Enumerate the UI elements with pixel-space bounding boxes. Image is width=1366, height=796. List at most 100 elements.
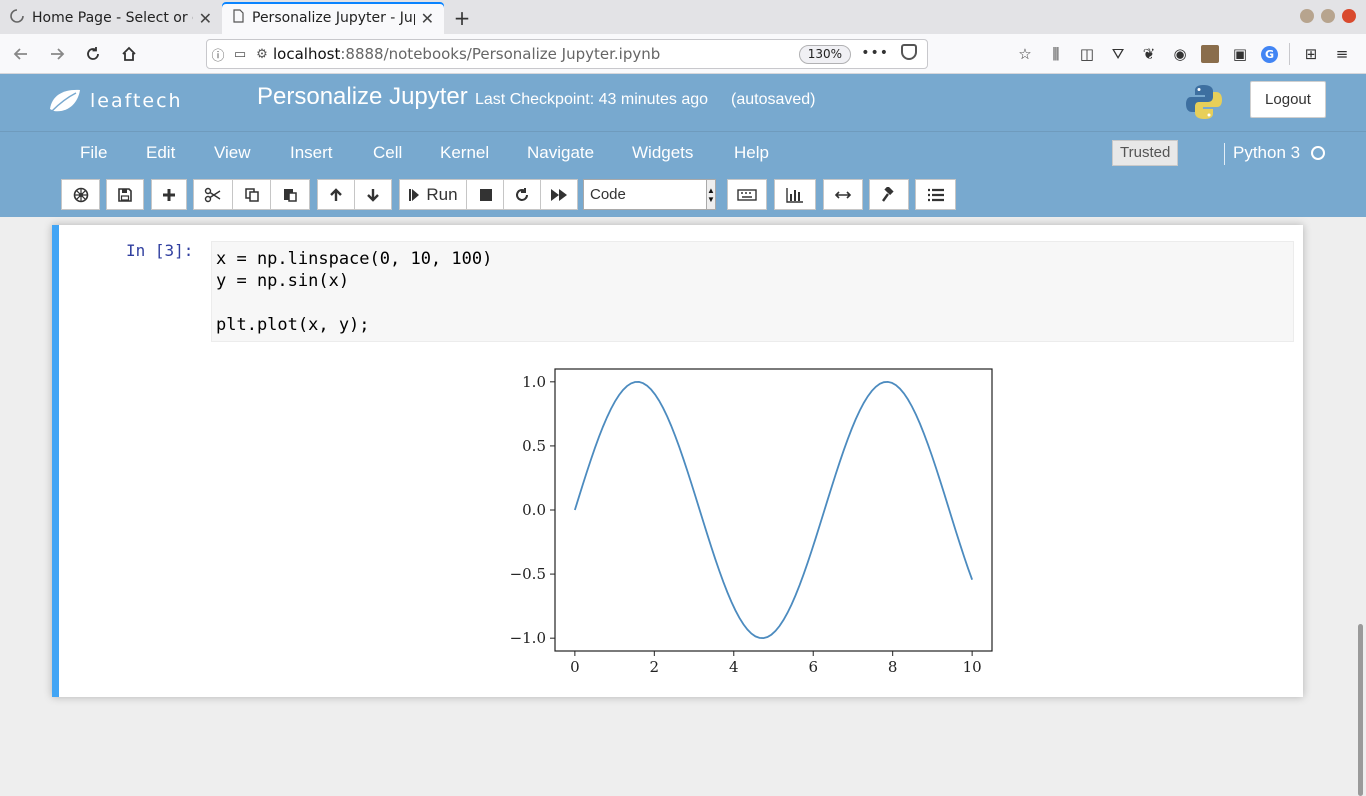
nbextensions-button[interactable] [61, 179, 100, 210]
menu-edit[interactable]: Edit [146, 143, 176, 162]
back-button[interactable] [6, 39, 36, 69]
cut-button[interactable] [193, 179, 233, 210]
dropdown-arrow-icon: ▲ ▼ [706, 180, 715, 209]
checkpoint-status: Last Checkpoint: 43 minutes ago [475, 91, 709, 108]
info-icon[interactable]: ⓘ [211, 48, 225, 64]
paste-icon [284, 188, 297, 202]
minimize-button[interactable] [1300, 9, 1314, 23]
browser-tab-home[interactable]: Home Page - Select or cr ✕ [0, 2, 222, 34]
x-tick-label: 10 [963, 658, 982, 676]
interrupt-button[interactable] [466, 179, 505, 210]
notebook-area: In [3]: x = np.linspace(0, 10, 100) y = n… [0, 217, 1366, 796]
url-path: :8888/notebooks/Personalize Jupyter.ipyn… [340, 45, 661, 63]
restart-run-all-button[interactable] [540, 179, 578, 210]
x-tick-label: 8 [888, 658, 898, 676]
chart-button[interactable] [774, 179, 816, 210]
trusted-indicator[interactable]: Trusted [1112, 140, 1179, 166]
notebook-toolbar: Run Code ▲ ▼ [0, 171, 1366, 217]
run-label: Run [426, 184, 458, 204]
table-of-contents-button[interactable] [915, 179, 956, 210]
code-line: y = np.sin(x) [216, 271, 350, 291]
input-prompt: In [3]: [126, 241, 194, 260]
restart-button[interactable] [503, 179, 541, 210]
document-icon [232, 9, 244, 27]
kernel-status-icon [1311, 146, 1325, 160]
divider [1224, 143, 1225, 165]
close-tab-icon[interactable]: ✕ [198, 8, 212, 28]
page-actions-icon[interactable]: ••• [861, 45, 889, 61]
tab-title: Home Page - Select or cr [32, 10, 193, 26]
forward-button[interactable] [42, 39, 72, 69]
copy-button[interactable] [232, 179, 271, 210]
browser-tab-personalize[interactable]: Personalize Jupyter - Jup ✕ [222, 2, 444, 34]
extension-icon[interactable]: ▣ [1232, 45, 1248, 63]
close-tab-icon[interactable]: ✕ [420, 8, 434, 28]
url-host: localhost [273, 45, 341, 63]
scissors-icon [204, 187, 221, 202]
gavel-icon [882, 186, 894, 202]
leaftech-logo[interactable]: leaftech [48, 87, 183, 115]
zoom-level[interactable]: 130% [798, 45, 851, 64]
extension-icon[interactable]: ❦ [1142, 45, 1156, 63]
move-up-button[interactable] [317, 179, 355, 210]
step-forward-icon [409, 188, 420, 201]
logout-button[interactable]: Logout [1250, 81, 1326, 118]
python-logo-icon [1186, 85, 1222, 119]
menu-view[interactable]: View [214, 143, 251, 162]
account-icon[interactable]: ◉ [1173, 45, 1187, 63]
gavel-button[interactable] [869, 179, 909, 210]
move-down-button[interactable] [354, 179, 392, 210]
sidebar-icon[interactable]: ◫ [1079, 45, 1095, 63]
menu-file[interactable]: File [80, 143, 108, 162]
extension-icon[interactable]: G [1261, 45, 1278, 63]
save-button[interactable] [106, 179, 144, 210]
run-button[interactable]: Run [399, 179, 467, 210]
code-line: plt.plot(x, y); [216, 315, 370, 335]
bookmark-star-icon[interactable]: ☆ [1018, 45, 1032, 63]
leaf-icon [50, 89, 80, 112]
bar-chart-icon [786, 187, 803, 203]
divider [1289, 43, 1290, 65]
page-icon: ▭ [233, 46, 247, 62]
page-scrollbar[interactable] [1358, 624, 1363, 796]
extension-icon[interactable] [1201, 45, 1219, 63]
maximize-button[interactable] [1321, 9, 1335, 23]
tab-title: Personalize Jupyter - Jup [252, 10, 415, 26]
new-tab-button[interactable]: + [453, 6, 471, 30]
toggle-width-button[interactable] [823, 179, 863, 210]
command-palette-button[interactable] [727, 179, 767, 210]
code-cell-editor[interactable]: x = np.linspace(0, 10, 100) y = np.sin(x)… [211, 241, 1294, 342]
cell-type-select[interactable]: Code ▲ ▼ [583, 179, 716, 210]
library-icon[interactable]: ⫼ [1052, 45, 1060, 63]
autosave-status: (autosaved) [731, 91, 816, 108]
plot-frame [554, 368, 993, 652]
save-icon [118, 187, 132, 202]
home-button[interactable] [114, 39, 144, 69]
hamburger-menu-icon[interactable]: ≡ [1335, 45, 1349, 63]
menu-help[interactable]: Help [734, 143, 769, 162]
notebook-container: In [3]: x = np.linspace(0, 10, 100) y = n… [52, 225, 1303, 697]
address-bar[interactable]: ⓘ ▭ ⚙ localhost:8888/notebooks/Personali… [206, 39, 928, 69]
menu-navigate[interactable]: Navigate [527, 143, 595, 162]
notebook-name[interactable]: Personalize Jupyter [257, 83, 468, 110]
jupyter-header: leaftech Personalize Jupyter Last Checkp… [0, 74, 1366, 131]
x-tick-label: 2 [650, 658, 660, 676]
code-text[interactable]: x = np.linspace(0, 10, 100) y = np.sin(x)… [216, 248, 492, 336]
menu-widgets[interactable]: Widgets [632, 143, 694, 162]
pocket-icon[interactable] [901, 44, 917, 60]
extensions-menu-icon[interactable]: ⊞ [1304, 45, 1318, 63]
reload-button[interactable] [78, 39, 108, 69]
extension-icon[interactable]: ⛛ [1111, 45, 1125, 63]
menu-cell[interactable]: Cell [373, 143, 403, 162]
kernel-name[interactable]: Python 3 [1233, 143, 1301, 162]
paste-button[interactable] [270, 179, 310, 210]
logo-text: leaftech [90, 90, 183, 112]
menu-kernel[interactable]: Kernel [440, 143, 490, 162]
menu-insert[interactable]: Insert [290, 143, 333, 162]
insert-cell-button[interactable] [151, 179, 187, 210]
close-window-button[interactable] [1342, 9, 1356, 23]
y-tick-label: 0.0 [522, 501, 546, 519]
cell-type-value: Code [590, 186, 626, 203]
permissions-icon[interactable]: ⚙ [256, 46, 268, 62]
window-controls [1300, 9, 1356, 23]
